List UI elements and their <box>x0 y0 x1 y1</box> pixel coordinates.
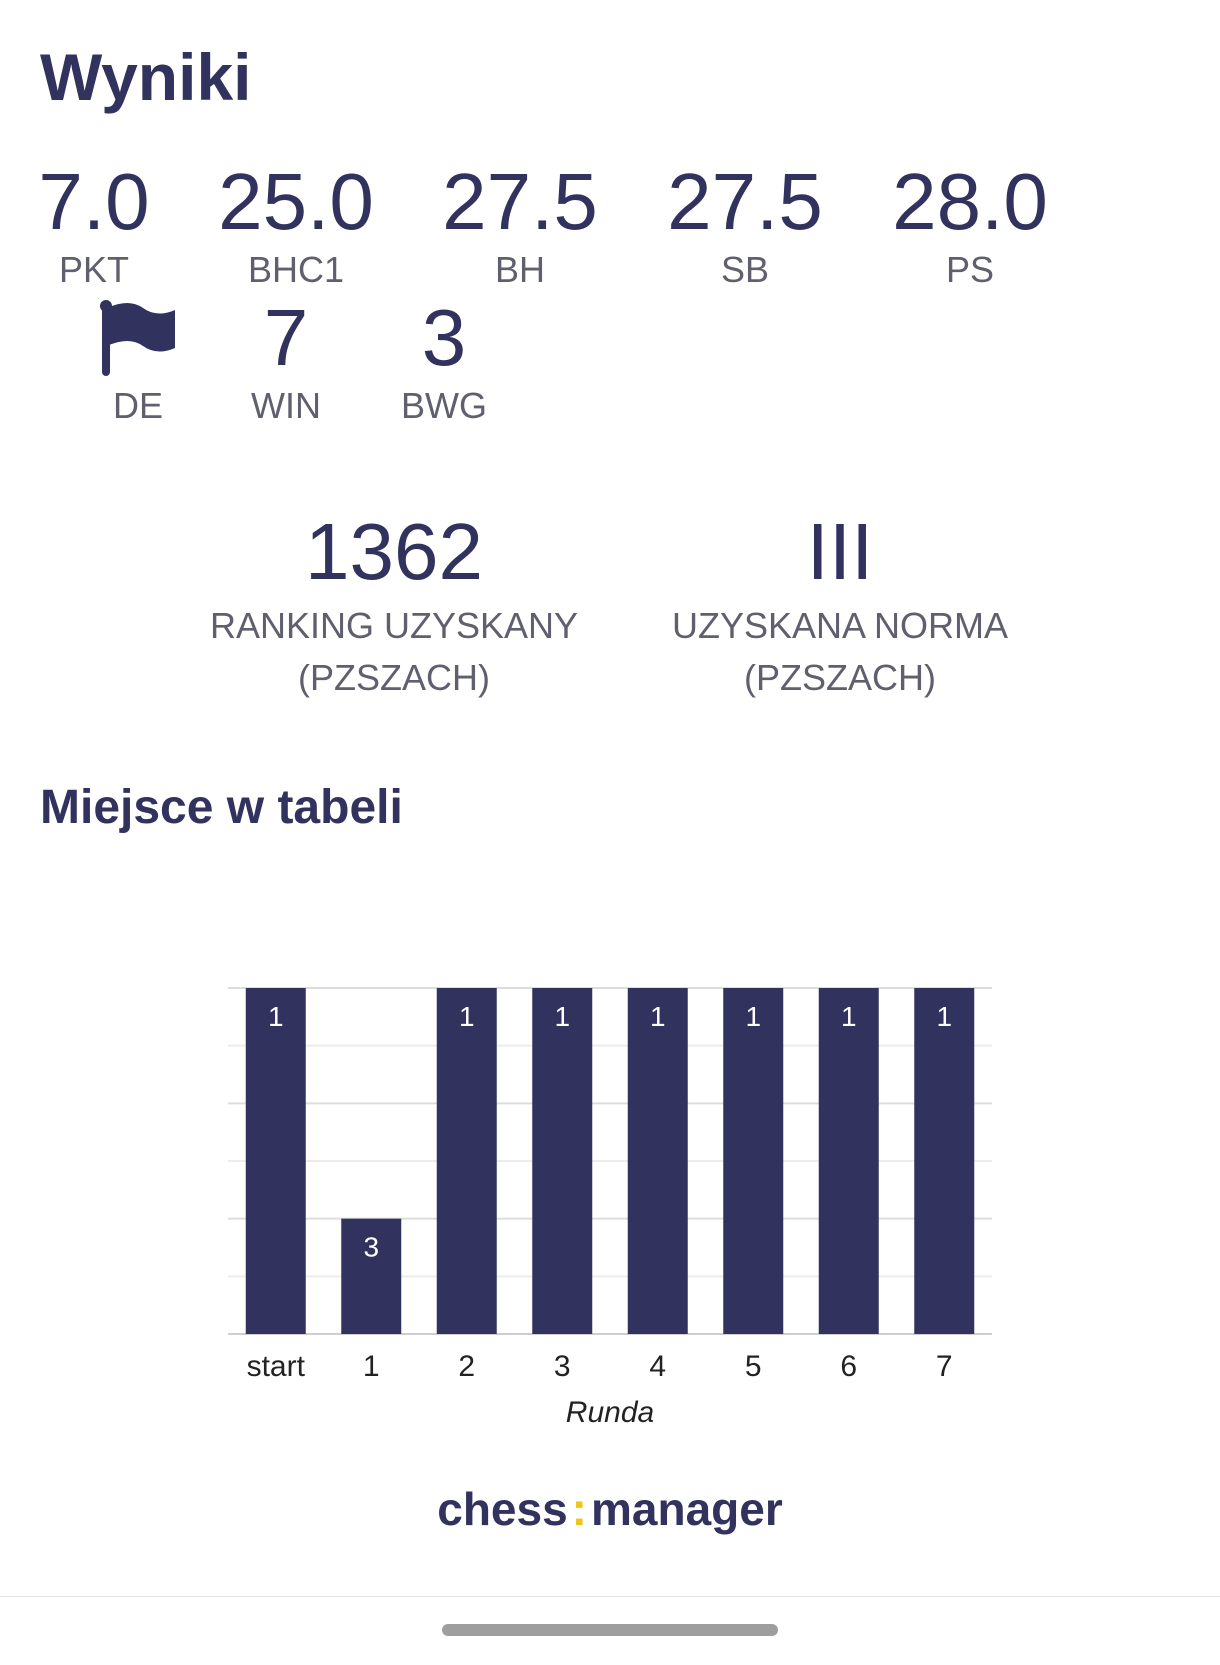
stat-sb: 27.5 SB <box>635 162 855 288</box>
bar-data-label: 1 <box>554 1001 570 1032</box>
stat-bhc1: 25.0 BHC1 <box>186 162 406 288</box>
stat-pkt: 7.0 PKT <box>0 162 204 288</box>
x-tick-label: 3 <box>554 1350 571 1383</box>
bar-data-label: 1 <box>459 1001 475 1032</box>
norma-stat: III UZYSKANA NORMA (PZSZACH) <box>610 512 1070 704</box>
norma-label: UZYSKANA NORMA (PZSZACH) <box>671 605 1009 699</box>
stat-label: BH <box>494 249 545 290</box>
stat-value: 7 <box>263 293 309 382</box>
stat-label: PKT <box>58 249 129 290</box>
x-tick-label: 2 <box>458 1350 475 1383</box>
stat-label: BWG <box>401 385 487 426</box>
bar-data-label: 1 <box>268 1001 284 1032</box>
norma-value: III <box>806 507 874 596</box>
ranking-label: RANKING UZYSKANY (PZSZACH) <box>209 605 579 699</box>
stat-value: 25.0 <box>218 157 374 246</box>
chart-bar[interactable] <box>627 988 688 1334</box>
x-tick-label: 6 <box>840 1350 857 1383</box>
page-title: Wyniki <box>40 40 252 114</box>
x-tick-label: start <box>247 1350 306 1383</box>
home-indicator[interactable] <box>442 1624 778 1636</box>
bar-data-label: 1 <box>936 1001 952 1032</box>
country-label: DE <box>112 385 163 426</box>
flag-box <box>28 298 248 378</box>
chart-bar[interactable] <box>914 988 975 1334</box>
ranking-stat: 1362 RANKING UZYSKANY (PZSZACH) <box>164 512 624 704</box>
chart-bar[interactable] <box>723 988 784 1334</box>
standings-chart: 1 start 3 1 1 2 1 3 1 4 1 5 1 6 1 7 Runda <box>228 987 992 1429</box>
stat-value: 27.5 <box>667 157 823 246</box>
stat-label: SB <box>720 249 770 290</box>
stat-win: 7 WIN <box>176 298 396 424</box>
bar-data-label: 1 <box>650 1001 666 1032</box>
x-tick-label: 1 <box>363 1350 380 1383</box>
stat-bwg: 3 BWG <box>334 298 554 424</box>
bar-data-label: 1 <box>745 1001 761 1032</box>
stat-country: DE <box>28 298 248 424</box>
section-title: Miejsce w tabeli <box>40 781 403 834</box>
stat-label: WIN <box>251 385 321 426</box>
chart-bar[interactable] <box>532 988 593 1334</box>
stat-label: PS <box>945 249 995 290</box>
stat-value: 7.0 <box>38 157 150 246</box>
bar-data-label: 1 <box>841 1001 857 1032</box>
chessmanager-logo: chess:manager <box>0 1482 1220 1536</box>
bottom-divider <box>0 1596 1220 1597</box>
ranking-value: 1362 <box>305 507 483 596</box>
stat-value: 27.5 <box>442 157 598 246</box>
chart-bar[interactable] <box>436 988 497 1334</box>
bar-data-label: 3 <box>363 1232 379 1263</box>
x-tick-label: 7 <box>936 1350 953 1383</box>
x-tick-label: 5 <box>745 1350 762 1383</box>
logo-separator: : <box>571 1483 587 1535</box>
logo-text-left: chess <box>437 1483 568 1535</box>
logo-text-right: manager <box>591 1483 783 1535</box>
chart-bar[interactable] <box>818 988 879 1334</box>
flag-icon <box>100 300 175 376</box>
stat-value: 28.0 <box>892 157 1048 246</box>
stat-label: BHC1 <box>247 249 345 290</box>
stat-bh: 27.5 BH <box>410 162 630 288</box>
x-axis-label: Runda <box>566 1396 654 1429</box>
x-tick-label: 4 <box>649 1350 666 1383</box>
stat-value: 3 <box>421 293 467 382</box>
stat-ps: 28.0 PS <box>860 162 1080 288</box>
chart-bar[interactable] <box>245 988 306 1334</box>
chart-bar[interactable] <box>341 1218 402 1334</box>
